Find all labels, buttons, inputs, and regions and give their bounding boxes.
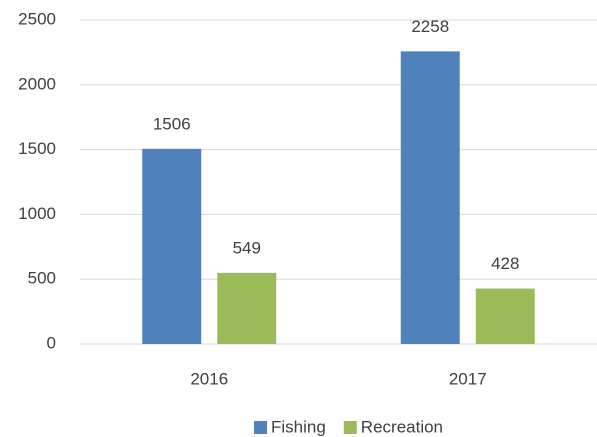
y-tick-label: 1500 [18, 139, 56, 158]
legend-label: Fishing [271, 417, 326, 436]
y-tick-label: 500 [28, 269, 56, 288]
x-tick-label: 2016 [190, 369, 228, 388]
data-label: 428 [491, 254, 519, 273]
data-label: 2258 [411, 17, 449, 36]
bar [400, 51, 460, 345]
bar [217, 272, 277, 344]
bar [475, 288, 535, 344]
legend-swatch [253, 421, 267, 434]
y-tick-label: 2000 [18, 74, 56, 93]
legend-label: Recreation [361, 417, 443, 436]
y-tick-label: 2500 [18, 9, 56, 28]
x-tick-label: 2017 [449, 369, 487, 388]
data-label: 1506 [153, 114, 191, 133]
legend-swatch [343, 421, 357, 434]
bar [142, 148, 202, 344]
y-tick-label: 0 [47, 333, 56, 352]
data-label: 549 [233, 238, 261, 257]
y-tick-label: 1000 [18, 204, 56, 223]
